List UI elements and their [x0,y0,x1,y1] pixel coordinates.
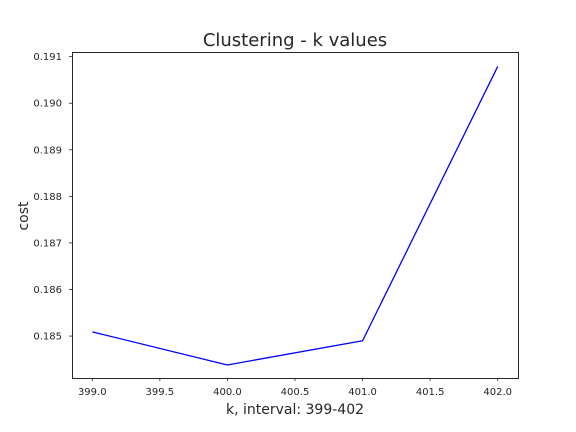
y-tick-label: 0.186 [33,285,62,296]
x-tick-label: 402.0 [483,387,512,398]
y-axis-label: cost [16,201,32,231]
y-tick-label: 0.188 [33,192,62,203]
y-tick-label: 0.185 [33,332,62,343]
series-layer [92,66,499,366]
plot-area-frame [72,52,519,379]
chart-title: Clustering - k values [203,30,387,51]
y-tick-label: 0.187 [33,238,62,249]
x-axis-label: k, interval: 399-402 [226,402,364,418]
x-tick-label: 401.5 [416,387,445,398]
y-tick-label: 0.190 [33,99,62,110]
y-axis-ticks: 0.185 0.186 0.187 0.188 0.189 0.190 0.191 [33,52,72,343]
x-tick-label: 401.0 [348,387,377,398]
x-axis-ticks: 399.0 399.5 400.0 400.5 401.0 401.5 402.0 [78,378,512,398]
y-tick-label: 0.191 [33,52,62,63]
y-tick-label: 0.189 [33,145,62,156]
series-line-0 [92,66,499,366]
x-tick-label: 399.0 [78,387,107,398]
x-tick-label: 400.0 [213,387,242,398]
x-tick-label: 400.5 [281,387,310,398]
x-tick-label: 399.5 [146,387,175,398]
